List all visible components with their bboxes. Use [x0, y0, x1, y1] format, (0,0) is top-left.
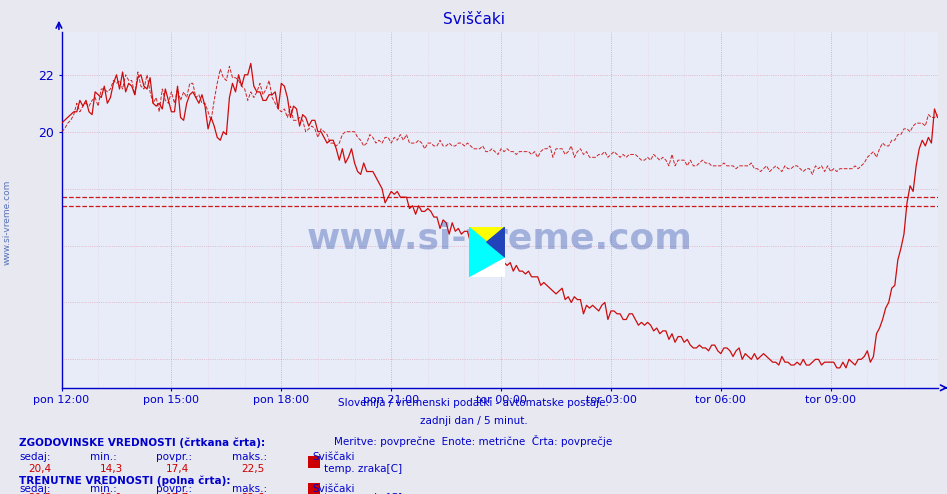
Text: 14,3: 14,3 — [99, 464, 123, 474]
Text: www.si-vreme.com: www.si-vreme.com — [3, 180, 12, 265]
Text: Meritve: povprečne  Enote: metrične  Črta: povprečje: Meritve: povprečne Enote: metrične Črta:… — [334, 435, 613, 447]
Text: 12,1: 12,1 — [99, 493, 123, 494]
Polygon shape — [469, 227, 505, 277]
Text: maks.:: maks.: — [232, 484, 267, 494]
Text: ZGODOVINSKE VREDNOSTI (črtkana črta):: ZGODOVINSKE VREDNOSTI (črtkana črta): — [19, 437, 265, 448]
Text: TRENUTNE VREDNOSTI (polna črta):: TRENUTNE VREDNOSTI (polna črta): — [19, 475, 230, 486]
Text: zadnji dan / 5 minut.: zadnji dan / 5 minut. — [420, 416, 527, 426]
Text: Slovenija / vremenski podatki - avtomatske postaje.: Slovenija / vremenski podatki - avtomats… — [338, 398, 609, 408]
Text: temp. zraka[C]: temp. zraka[C] — [324, 493, 402, 494]
Text: Sviščaki: Sviščaki — [442, 12, 505, 27]
Text: Sviščaki: Sviščaki — [313, 452, 355, 462]
Text: sedaj:: sedaj: — [19, 484, 50, 494]
Text: 17,7: 17,7 — [166, 493, 189, 494]
Text: Sviščaki: Sviščaki — [313, 484, 355, 494]
Text: povpr.:: povpr.: — [156, 484, 192, 494]
Text: sedaj:: sedaj: — [19, 452, 50, 462]
Text: povpr.:: povpr.: — [156, 452, 192, 462]
Text: maks.:: maks.: — [232, 452, 267, 462]
Text: 20,4: 20,4 — [28, 464, 51, 474]
Text: 17,4: 17,4 — [166, 464, 189, 474]
Text: 22,5: 22,5 — [241, 464, 265, 474]
Text: 20,5: 20,5 — [28, 493, 51, 494]
Text: temp. zraka[C]: temp. zraka[C] — [324, 464, 402, 474]
Text: min.:: min.: — [90, 484, 116, 494]
Polygon shape — [487, 227, 505, 257]
Text: min.:: min.: — [90, 452, 116, 462]
Polygon shape — [469, 227, 505, 257]
Text: www.si-vreme.com: www.si-vreme.com — [307, 221, 692, 255]
Text: 22,6: 22,6 — [241, 493, 265, 494]
